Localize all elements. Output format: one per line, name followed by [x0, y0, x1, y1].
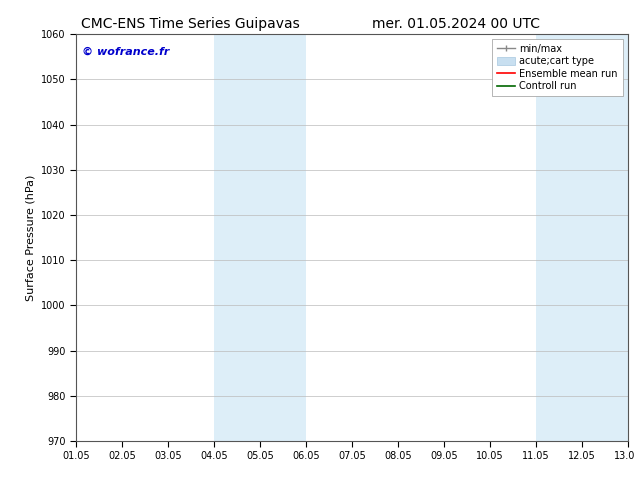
Text: CMC-ENS Time Series Guipavas: CMC-ENS Time Series Guipavas [81, 17, 300, 31]
Legend: min/max, acute;cart type, Ensemble mean run, Controll run: min/max, acute;cart type, Ensemble mean … [492, 39, 623, 96]
Bar [214, 34, 306, 441]
Bar [536, 34, 628, 441]
Text: mer. 01.05.2024 00 UTC: mer. 01.05.2024 00 UTC [373, 17, 540, 31]
Y-axis label: Surface Pressure (hPa): Surface Pressure (hPa) [25, 174, 36, 301]
Text: © wofrance.fr: © wofrance.fr [82, 47, 169, 56]
